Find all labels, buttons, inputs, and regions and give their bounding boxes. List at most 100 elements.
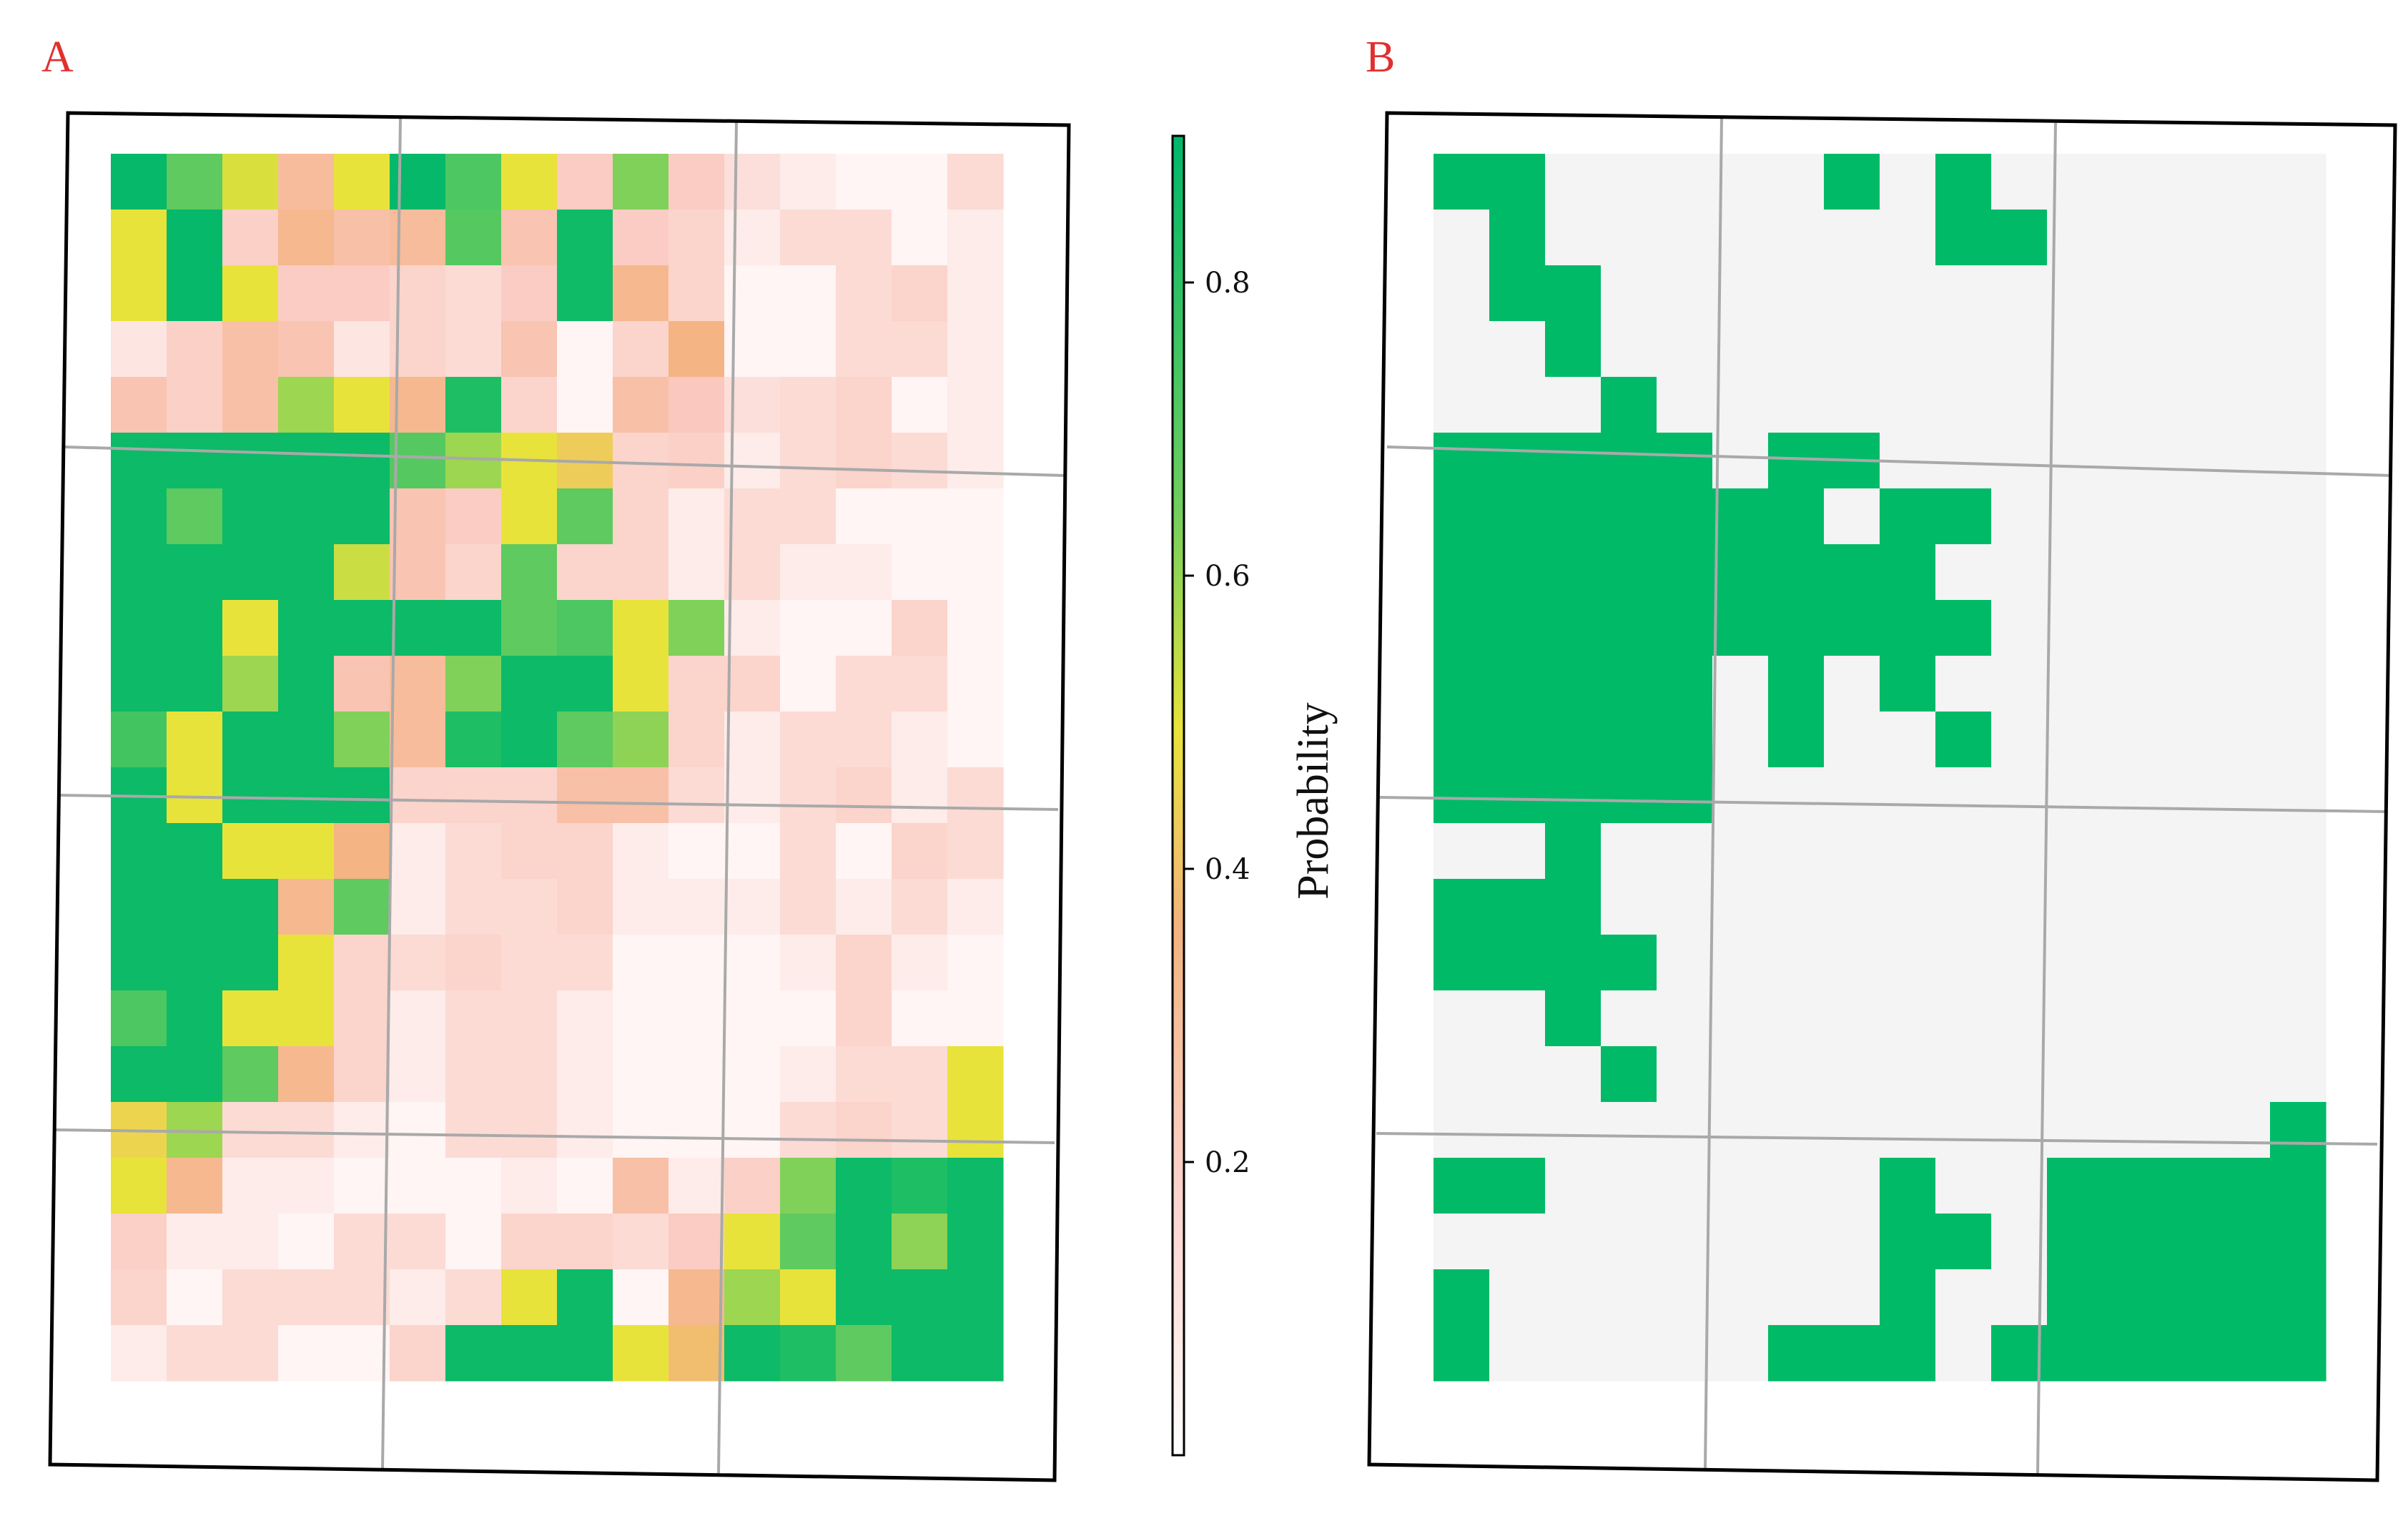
heatmap-cell — [278, 656, 335, 712]
heatmap-cell — [445, 990, 502, 1047]
heatmap-cell — [557, 154, 613, 210]
heatmap-cell — [947, 154, 1004, 210]
heatmap-cell — [1434, 1269, 1490, 1326]
heatmap-cell — [2047, 1158, 2103, 1214]
heatmap-cell — [780, 1102, 837, 1158]
heatmap-cell — [2103, 321, 2159, 378]
heatmap-cell — [2158, 544, 2215, 601]
heatmap-cell — [557, 879, 613, 935]
heatmap-cell — [501, 879, 558, 935]
heatmap-cell — [222, 1102, 279, 1158]
heatmap-cell — [1712, 767, 1769, 824]
heatmap-cell — [1935, 154, 1992, 210]
heatmap-cell — [1880, 321, 1936, 378]
heatmap-cell — [1768, 1046, 1825, 1103]
heatmap-cell — [1545, 935, 1602, 991]
heatmap-cell — [836, 879, 892, 935]
heatmap-cell — [2214, 935, 2271, 991]
heatmap-cell — [557, 265, 613, 322]
heatmap-cell — [2214, 488, 2271, 545]
heatmap-cell — [1489, 767, 1546, 824]
heatmap-cell — [1712, 1102, 1769, 1158]
heatmap-cell — [1601, 377, 1657, 433]
heatmap-cell — [1657, 377, 1713, 433]
heatmap-cell — [1824, 600, 1880, 656]
heatmap-cell — [1824, 1214, 1880, 1270]
heatmap-cell — [836, 377, 892, 433]
heatmap-cell — [2158, 377, 2215, 433]
heatmap-cell — [724, 433, 781, 489]
heatmap-cell — [1545, 488, 1602, 545]
heatmap-cell — [1824, 1046, 1880, 1103]
heatmap-cell — [2103, 1046, 2159, 1103]
heatmap-cell — [278, 1046, 335, 1103]
heatmap-cell — [501, 544, 558, 601]
heatmap-cell — [390, 1158, 446, 1214]
colorbar-tick-label: 0.4 — [1205, 853, 1250, 886]
heatmap-cell — [668, 823, 725, 880]
heatmap-cell — [1489, 600, 1546, 656]
heatmap-cell — [613, 488, 669, 545]
heatmap-cell — [445, 879, 502, 935]
heatmap-cell — [278, 321, 335, 378]
heatmap-cell — [1712, 935, 1769, 991]
heatmap-cell — [1991, 656, 2048, 712]
heatmap-cell — [557, 1214, 613, 1270]
colorbar-tick-label: 0.8 — [1205, 267, 1250, 300]
heatmap-cell — [836, 1046, 892, 1103]
heatmap-cell — [780, 1269, 837, 1326]
heatmap-cell — [557, 1158, 613, 1214]
heatmap-cell — [1991, 488, 2048, 545]
heatmap-cell — [2158, 823, 2215, 880]
heatmap-cell — [501, 990, 558, 1047]
heatmap-cell — [111, 935, 167, 991]
heatmap-cell — [2214, 377, 2271, 433]
heatmap-cell — [557, 600, 613, 656]
heatmap-cell — [1880, 990, 1936, 1047]
heatmap-cell — [2158, 656, 2215, 712]
heatmap-cell — [1935, 935, 1992, 991]
heatmap-cell — [1657, 879, 1713, 935]
heatmap-cell — [1545, 1102, 1602, 1158]
heatmap-cell — [947, 210, 1004, 266]
heatmap-cell — [1768, 656, 1825, 712]
heatmap-cell — [668, 210, 725, 266]
heatmap-cell — [892, 1269, 948, 1326]
grid-line — [2036, 122, 2057, 1475]
panel-label-a: A — [41, 33, 74, 82]
heatmap-cell — [1712, 600, 1769, 656]
heatmap-cell — [2270, 544, 2326, 601]
heatmap-cell — [1991, 433, 2048, 489]
heatmap-cell — [1768, 879, 1825, 935]
heatmap-cell — [501, 935, 558, 991]
heatmap-cell — [836, 1214, 892, 1270]
heatmap-cell — [1489, 433, 1546, 489]
heatmap-cell — [2158, 488, 2215, 545]
heatmap-cell — [836, 1269, 892, 1326]
heatmap-cell — [947, 488, 1004, 545]
heatmap-cell — [334, 488, 390, 545]
heatmap-cell — [1768, 935, 1825, 991]
heatmap-cell — [1434, 1325, 1490, 1382]
heatmap-cell — [1489, 210, 1546, 266]
heatmap-cell — [1712, 1046, 1769, 1103]
heatmap-cell — [836, 767, 892, 824]
heatmap-cell — [167, 544, 223, 601]
heatmap-cell — [2103, 990, 2159, 1047]
heatmap-cell — [947, 1158, 1004, 1214]
heatmap-cell — [278, 1102, 335, 1158]
heatmap-cell — [1489, 879, 1546, 935]
heatmap-cell — [445, 1102, 502, 1158]
heatmap-cell — [2103, 600, 2159, 656]
heatmap-cell — [668, 265, 725, 322]
heatmap-cell — [2047, 488, 2103, 545]
heatmap-cell — [1935, 600, 1992, 656]
heatmap-cell — [2047, 990, 2103, 1047]
colorbar-tick-label: 0.6 — [1205, 560, 1250, 593]
heatmap-cell — [1712, 321, 1769, 378]
heatmap-cell — [1434, 600, 1490, 656]
heatmap-cell — [1935, 879, 1992, 935]
grid-b-lines — [1376, 117, 2392, 1475]
heatmap-cell — [724, 544, 781, 601]
heatmap-cell — [2214, 433, 2271, 489]
